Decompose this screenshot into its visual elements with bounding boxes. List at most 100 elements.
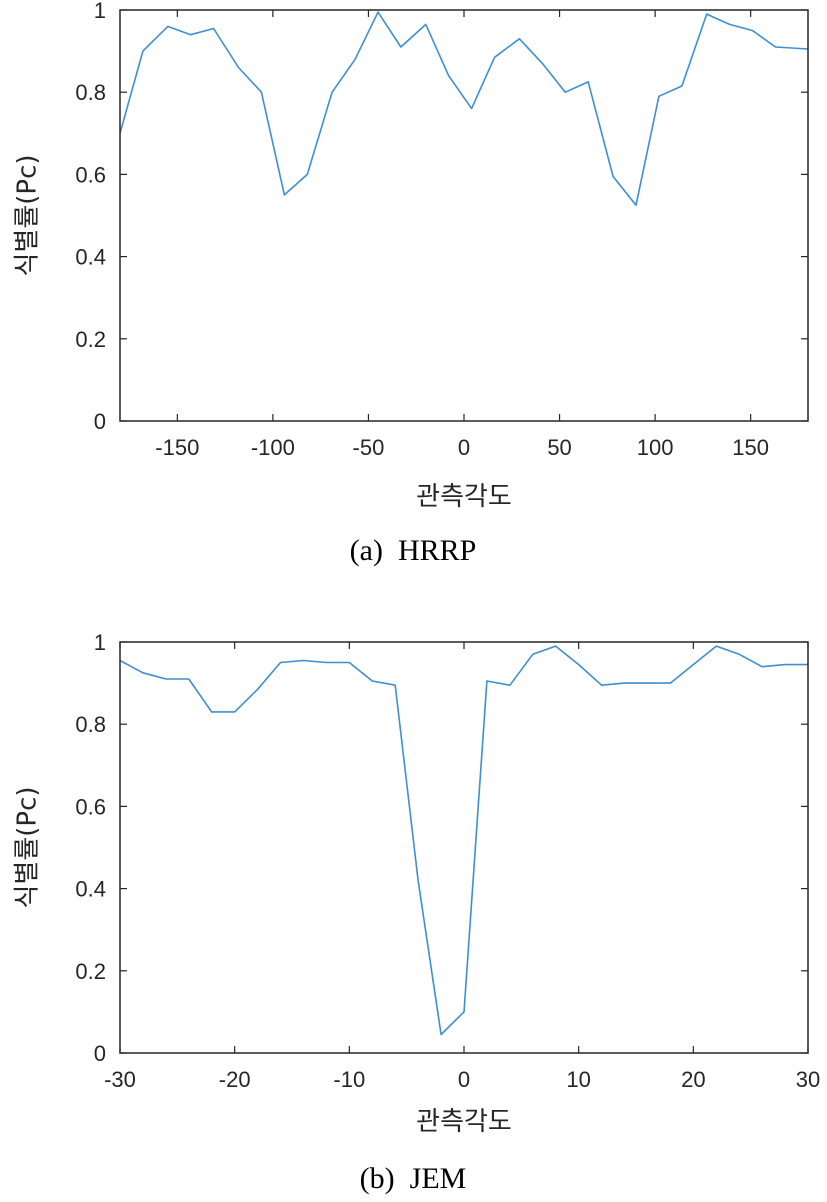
data-point [394,684,396,686]
data-point [647,682,649,684]
y-tick-label: 0.6 [75,162,106,187]
y-axis: 0 0.2 0.4 0.6 0.8 1 [75,630,808,1066]
chart-caption: (a) HRRP [350,534,477,567]
chart-hrrp: -150 -100 -50 0 50 100 150 0 0.2 0.4 0.6 0.8 1 관측각도… [13,0,809,567]
y-tick-label: 0.8 [75,712,106,737]
x-tick-label: 50 [547,435,571,460]
y-tick-label: 0.4 [75,245,106,270]
data-point [261,91,263,93]
y-tick-label: 1 [94,630,106,655]
x-tick-label: -150 [155,435,199,460]
data-point [612,176,614,178]
data-point [238,67,240,69]
data-point [729,24,731,26]
y-tick-label: 0.2 [75,327,106,352]
chart-jem: -30 -20 -10 0 10 20 30 0 0.2 0.4 0.6 0.8 1 관측각도 식별률… [13,630,821,1195]
chart-caption: (b) JEM [360,1162,467,1195]
data-point [775,46,777,48]
data-point [213,28,215,30]
data-point [377,11,379,13]
y-tick-label: 0.6 [75,794,106,819]
data-point [211,711,213,713]
data-point [761,666,763,668]
data-point [303,660,305,662]
data-point [307,174,309,176]
data-point [417,880,419,882]
data-point [706,13,708,15]
x-tick-label: 30 [796,1067,820,1092]
x-tick-label: 0 [458,435,470,460]
data-point [738,654,740,656]
data-point [693,664,695,666]
data-point [234,711,236,713]
x-tick-label: -30 [104,1067,136,1092]
data-point [752,30,754,32]
x-tick-label: -10 [333,1067,365,1092]
data-point [578,664,580,666]
data-point [190,34,192,36]
data-point [188,678,190,680]
data-point [326,662,328,664]
data-point [142,50,144,52]
y-tick-label: 0.8 [75,80,106,105]
x-tick-label: 0 [458,1067,470,1092]
y-tick-label: 1 [94,0,106,23]
data-point [587,81,589,83]
x-axis: -30 -20 -10 0 10 20 30 [104,642,820,1092]
series-layer [119,11,809,206]
y-tick-label: 0.2 [75,959,106,984]
plot-frame [119,641,809,1054]
x-tick-label: 100 [637,435,674,460]
series-line [119,11,809,206]
y-axis-label: 식별률(Pc) [13,154,43,276]
data-point [440,1034,442,1036]
data-point [601,684,603,686]
data-point [624,682,626,684]
x-axis: -150 -100 -50 0 50 100 150 [155,10,769,460]
data-point [658,96,660,98]
plot-frame [119,9,809,422]
y-tick-label: 0 [94,409,106,434]
series-layer [119,645,808,1036]
data-point [463,1011,465,1013]
x-axis-label: 관측각도 [416,1107,512,1137]
data-point [167,26,169,28]
y-tick-label: 0.4 [75,877,106,902]
data-point [284,194,286,196]
data-point [509,684,511,686]
data-point [635,204,637,206]
data-point [425,24,427,26]
y-axis: 0 0.2 0.4 0.6 0.8 1 [75,0,808,434]
x-tick-label: 150 [732,435,769,460]
data-point [471,108,473,110]
x-tick-label: -100 [251,435,295,460]
data-point [565,91,567,93]
y-tick-label: 0 [94,1041,106,1066]
data-point [372,680,374,682]
data-point [670,682,672,684]
data-point [555,645,557,647]
data-point [532,654,534,656]
x-tick-label: -50 [353,435,385,460]
data-point [784,664,786,666]
data-point [331,91,333,93]
x-tick-label: 10 [566,1067,590,1092]
data-point [542,63,544,65]
data-point [280,662,282,664]
data-point [494,57,496,59]
data-point [349,662,351,664]
data-point [165,678,167,680]
x-axis-label: 관측각도 [416,482,512,512]
data-point [448,75,450,77]
x-tick-label: -20 [219,1067,251,1092]
x-tick-label: 20 [681,1067,705,1092]
data-point [142,672,144,674]
data-point [681,85,683,87]
series-line [119,645,808,1036]
y-axis-label: 식별률(Pc) [13,786,43,908]
data-point [257,689,259,691]
data-point [716,645,718,647]
data-point [354,59,356,61]
data-point [486,680,488,682]
